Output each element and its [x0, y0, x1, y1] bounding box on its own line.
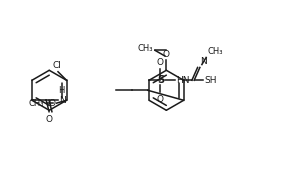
Text: O: O [46, 115, 53, 124]
Text: Cl: Cl [52, 61, 61, 70]
Text: H: H [58, 86, 65, 95]
Text: HN: HN [176, 76, 190, 85]
Text: O: O [157, 95, 164, 103]
Text: O: O [48, 99, 55, 108]
Text: S: S [157, 75, 164, 85]
Text: N: N [200, 57, 207, 66]
Text: O: O [157, 58, 164, 67]
Text: CH₃: CH₃ [28, 99, 44, 108]
Text: CH₃: CH₃ [208, 47, 223, 56]
Text: N: N [59, 96, 66, 105]
Text: CH₃: CH₃ [138, 44, 154, 53]
Text: SH: SH [205, 76, 217, 85]
Text: O: O [163, 50, 170, 59]
